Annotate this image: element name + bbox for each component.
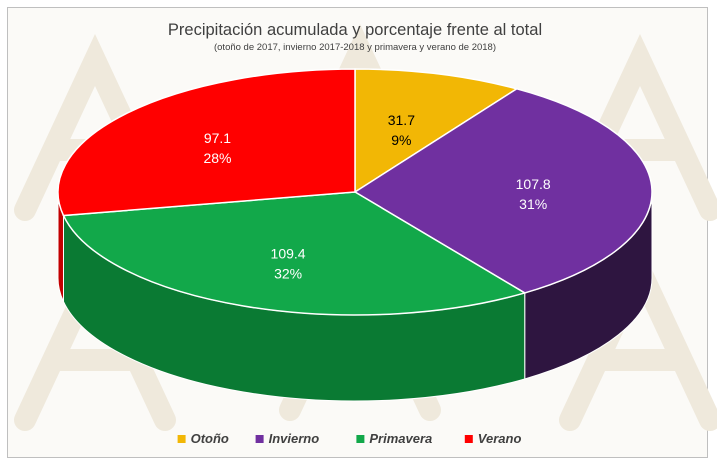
slice-verano [57, 68, 356, 217]
slice-invierno [353, 88, 653, 294]
chart-title: Precipitación acumulada y porcentaje fre… [168, 21, 542, 39]
pie-slices [57, 68, 653, 316]
legend-swatch-primavera [356, 435, 365, 443]
slice-labels: 31.7 9% 107.8 31% 109.4 32% 97.1 28% [203, 112, 550, 281]
legend-label-invierno: Invierno [269, 431, 320, 446]
legend-swatch-otoño [177, 435, 186, 443]
slice-value-label-invierno: 107.8 [516, 176, 551, 192]
legend-swatch-verano [464, 435, 473, 443]
legend-swatch-invierno [255, 435, 264, 443]
slice-otoño [354, 68, 519, 194]
slice-value-label-verano: 97.1 [204, 130, 231, 146]
chart-subtitle: (otoño de 2017, invierno 2017-2018 y pri… [214, 42, 496, 53]
slice-percent-label-verano: 28% [203, 150, 231, 166]
legend-label-otoño: Otoño [191, 431, 229, 446]
slice-percent-label-primavera: 32% [274, 265, 302, 281]
legend-label-primavera: Primavera [369, 431, 432, 446]
slice-percent-label-otoño: 9% [391, 132, 411, 148]
legend: Otoño Invierno Primavera Verano [177, 431, 522, 446]
legend-label-verano: Verano [478, 431, 522, 446]
slice-primavera [62, 191, 527, 316]
slice-value-label-otoño: 31.7 [388, 112, 415, 128]
slice-value-label-primavera: 109.4 [271, 245, 306, 261]
slice-percent-label-invierno: 31% [519, 196, 547, 212]
